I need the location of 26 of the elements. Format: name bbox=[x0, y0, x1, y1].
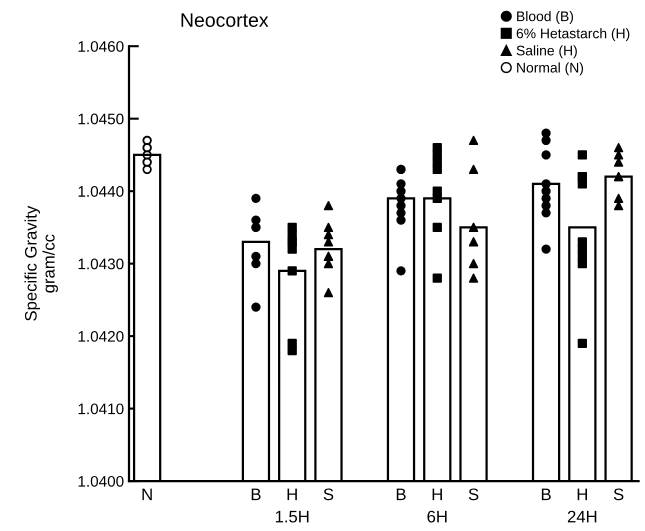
y-tick-label: 1.0420 bbox=[78, 330, 124, 342]
text: 1.5H bbox=[276, 510, 308, 523]
x-tick-label: S bbox=[614, 488, 624, 500]
x-tick-label: N bbox=[142, 488, 152, 500]
text: 24H bbox=[568, 510, 596, 522]
legend-label: Normal (N) bbox=[517, 62, 584, 76]
x-tick-label: B bbox=[252, 488, 261, 500]
x-tick-label: S bbox=[468, 488, 478, 500]
y-tick-label: 1.0450 bbox=[78, 114, 124, 124]
x-tick-label: B bbox=[542, 488, 551, 500]
x-tick-label: H bbox=[578, 488, 587, 500]
x-tick-label: H bbox=[432, 488, 442, 500]
y-tick-label: 1.0430 bbox=[78, 258, 124, 270]
legend-label: 6% Hetastarch (H) bbox=[516, 28, 630, 42]
y-tick-label: 1.0400 bbox=[78, 476, 124, 487]
legend-label: Blood (B) bbox=[517, 11, 574, 24]
x-tick-label: H bbox=[288, 488, 297, 500]
y-tick-label: 1.0460 bbox=[78, 41, 124, 52]
y-tick-label: 1.0410 bbox=[78, 403, 124, 414]
x-tick-label: S bbox=[324, 488, 334, 500]
chart-title: Neocortex bbox=[182, 13, 268, 27]
x-tick-label: B bbox=[396, 488, 406, 500]
y-axis-title: Specific Gravity gram/cc bbox=[24, 206, 58, 321]
text: 6H bbox=[427, 510, 447, 523]
y-tick-label: 1.0440 bbox=[78, 186, 124, 197]
legend-label: Saline (H) bbox=[516, 45, 577, 58]
